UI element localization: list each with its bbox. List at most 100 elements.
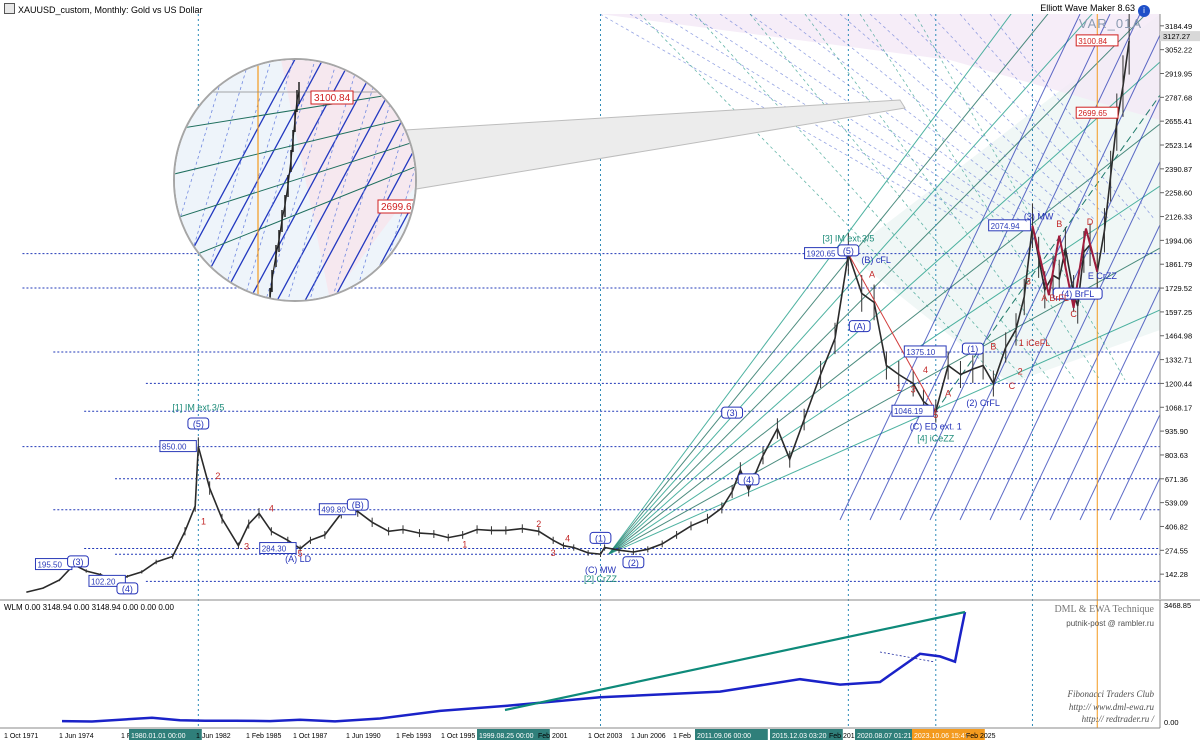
fan-line	[608, 185, 1160, 555]
fan-line	[608, 14, 1147, 555]
symbol-title: XAUUSD_custom, Monthly: Gold vs US Dolla…	[4, 3, 203, 15]
wave-label: (A) LD	[285, 554, 312, 564]
fan-line	[608, 14, 1093, 555]
zoom-channel-line	[243, 60, 385, 300]
fan-line	[608, 61, 1160, 555]
wlm-dashed	[879, 651, 936, 663]
fib-ray	[839, 14, 1081, 221]
price-label-text: 1046.19	[894, 407, 923, 416]
fan-line	[608, 14, 1049, 555]
branding-technique: DML & EWA Technique	[1054, 604, 1154, 615]
price-label-text: 2699.65	[1078, 109, 1107, 118]
wlm-trendline	[504, 610, 966, 712]
time-tick-label: Feb 2017	[829, 733, 859, 740]
price-label-box	[1075, 106, 1119, 119]
wave-label: (3)	[727, 408, 738, 418]
zoom-content: 3100.84 2699.65	[175, 60, 415, 300]
wlm-line	[61, 611, 967, 723]
time-tick-label: 1 Feb	[673, 733, 691, 740]
fib-ray	[929, 14, 1126, 221]
wave-label: 1	[896, 383, 901, 393]
wlm-indicator-panel: 3468.85 0.00	[0, 599, 1200, 728]
wave-label-box	[67, 555, 89, 568]
fib-ray-teal	[749, 14, 1051, 381]
wave-label-box	[346, 498, 369, 511]
channel-line	[1079, 350, 1160, 521]
time-tick-label: 1 Jun 2006	[631, 733, 666, 740]
time-tick-label: 1999.08.25 00:00	[479, 733, 534, 740]
wave-label-box	[589, 531, 612, 544]
wave-label: 3	[911, 385, 916, 395]
zoom-fib-ray	[303, 60, 385, 300]
triangle-wave	[1031, 225, 1099, 308]
horizontal-levels	[22, 253, 1160, 582]
wave-label: (1)	[595, 533, 606, 543]
zoom-fan-line	[175, 164, 415, 266]
wave-label: A BrFL	[1041, 293, 1069, 303]
channel-line	[869, 14, 1111, 521]
price-label-box	[259, 542, 297, 555]
wave-label: 3	[551, 548, 556, 558]
time-tick-label: 1 Oct 2003	[588, 733, 622, 740]
channel-line	[1109, 413, 1160, 521]
chart-icon	[4, 3, 15, 14]
price-series	[26, 14, 1130, 593]
time-tick-label: 2023.10.06 15:47	[914, 733, 969, 740]
fib-ray-teal	[804, 14, 1076, 381]
wave-label: 4	[269, 504, 274, 514]
fib-ray-teal	[639, 14, 1001, 381]
wave-label: (4)	[743, 475, 754, 485]
price-tick-label: 671.36	[1165, 475, 1188, 484]
wave-label-box	[737, 473, 760, 486]
wave-label: (C) ED ext. 1	[910, 422, 962, 432]
indicator-title[interactable]: Elliott Wave Maker 8.63 i	[1040, 3, 1150, 17]
branding-link-1[interactable]: http:// www.dml-ewa.ru	[1068, 702, 1154, 712]
wave-label: (B) cFL	[861, 255, 891, 265]
fib-ray	[719, 14, 1021, 221]
zoom-label-high: 3100.84	[314, 93, 351, 104]
fan-shade-top	[600, 14, 1160, 120]
fan-line	[608, 14, 1012, 555]
zoom-label-box	[377, 199, 415, 214]
price-label-text: 1375.10	[906, 348, 935, 357]
fib-ray	[749, 14, 1036, 221]
date-highlight	[695, 729, 768, 740]
branding-link-2[interactable]: http:// redtrader.ru /	[1081, 714, 1154, 724]
wave-label: (2)	[628, 558, 639, 568]
price-tick-label: 935.90	[1165, 427, 1188, 436]
price-tick-label: 1200.44	[1165, 379, 1192, 388]
price-label-text: 102.20	[91, 577, 116, 586]
wave-label: 1 iCeFL	[1019, 338, 1051, 348]
time-tick-label: Feb 2025	[966, 733, 996, 740]
price-label-box	[891, 404, 935, 417]
channel-line	[989, 160, 1160, 521]
price-tick-label: 406.82	[1165, 522, 1188, 531]
branding-email: putnik-post @ rambler.ru	[1066, 619, 1154, 628]
price-label-box	[1075, 34, 1119, 47]
wave-label: (B)	[352, 500, 364, 510]
time-tick-label: 2020.08.07 01:21	[857, 733, 912, 740]
time-tick-label: 2011.09.06 00:00	[697, 733, 751, 740]
zoom-fib-ray	[215, 60, 297, 300]
wave-label: [1] IM ext.3/5	[172, 403, 224, 413]
wlm-scale-top: 3468.85	[1164, 601, 1191, 610]
wave-label: 4	[923, 365, 928, 375]
wave-label: (1)	[967, 344, 978, 354]
wave-label: [2] CrZZ	[584, 574, 618, 584]
indicator-settings-icon[interactable]: i	[1138, 5, 1150, 17]
price-tick-label: 1332.71	[1165, 356, 1192, 365]
price-tick-label: 1464.98	[1165, 332, 1192, 341]
zoom-fan-line	[175, 114, 415, 176]
wave-label: (4) BrFL	[1061, 289, 1094, 299]
zoom-fib-ray	[175, 60, 231, 300]
fib-ray	[779, 14, 1051, 221]
time-tick-label: 1 Oct 1987	[293, 733, 327, 740]
current-price-tag	[1160, 31, 1200, 42]
date-highlight	[770, 729, 843, 740]
price-tick-label: 803.63	[1165, 451, 1188, 460]
zoom-price-line-series	[269, 91, 300, 299]
date-highlight	[912, 729, 985, 740]
